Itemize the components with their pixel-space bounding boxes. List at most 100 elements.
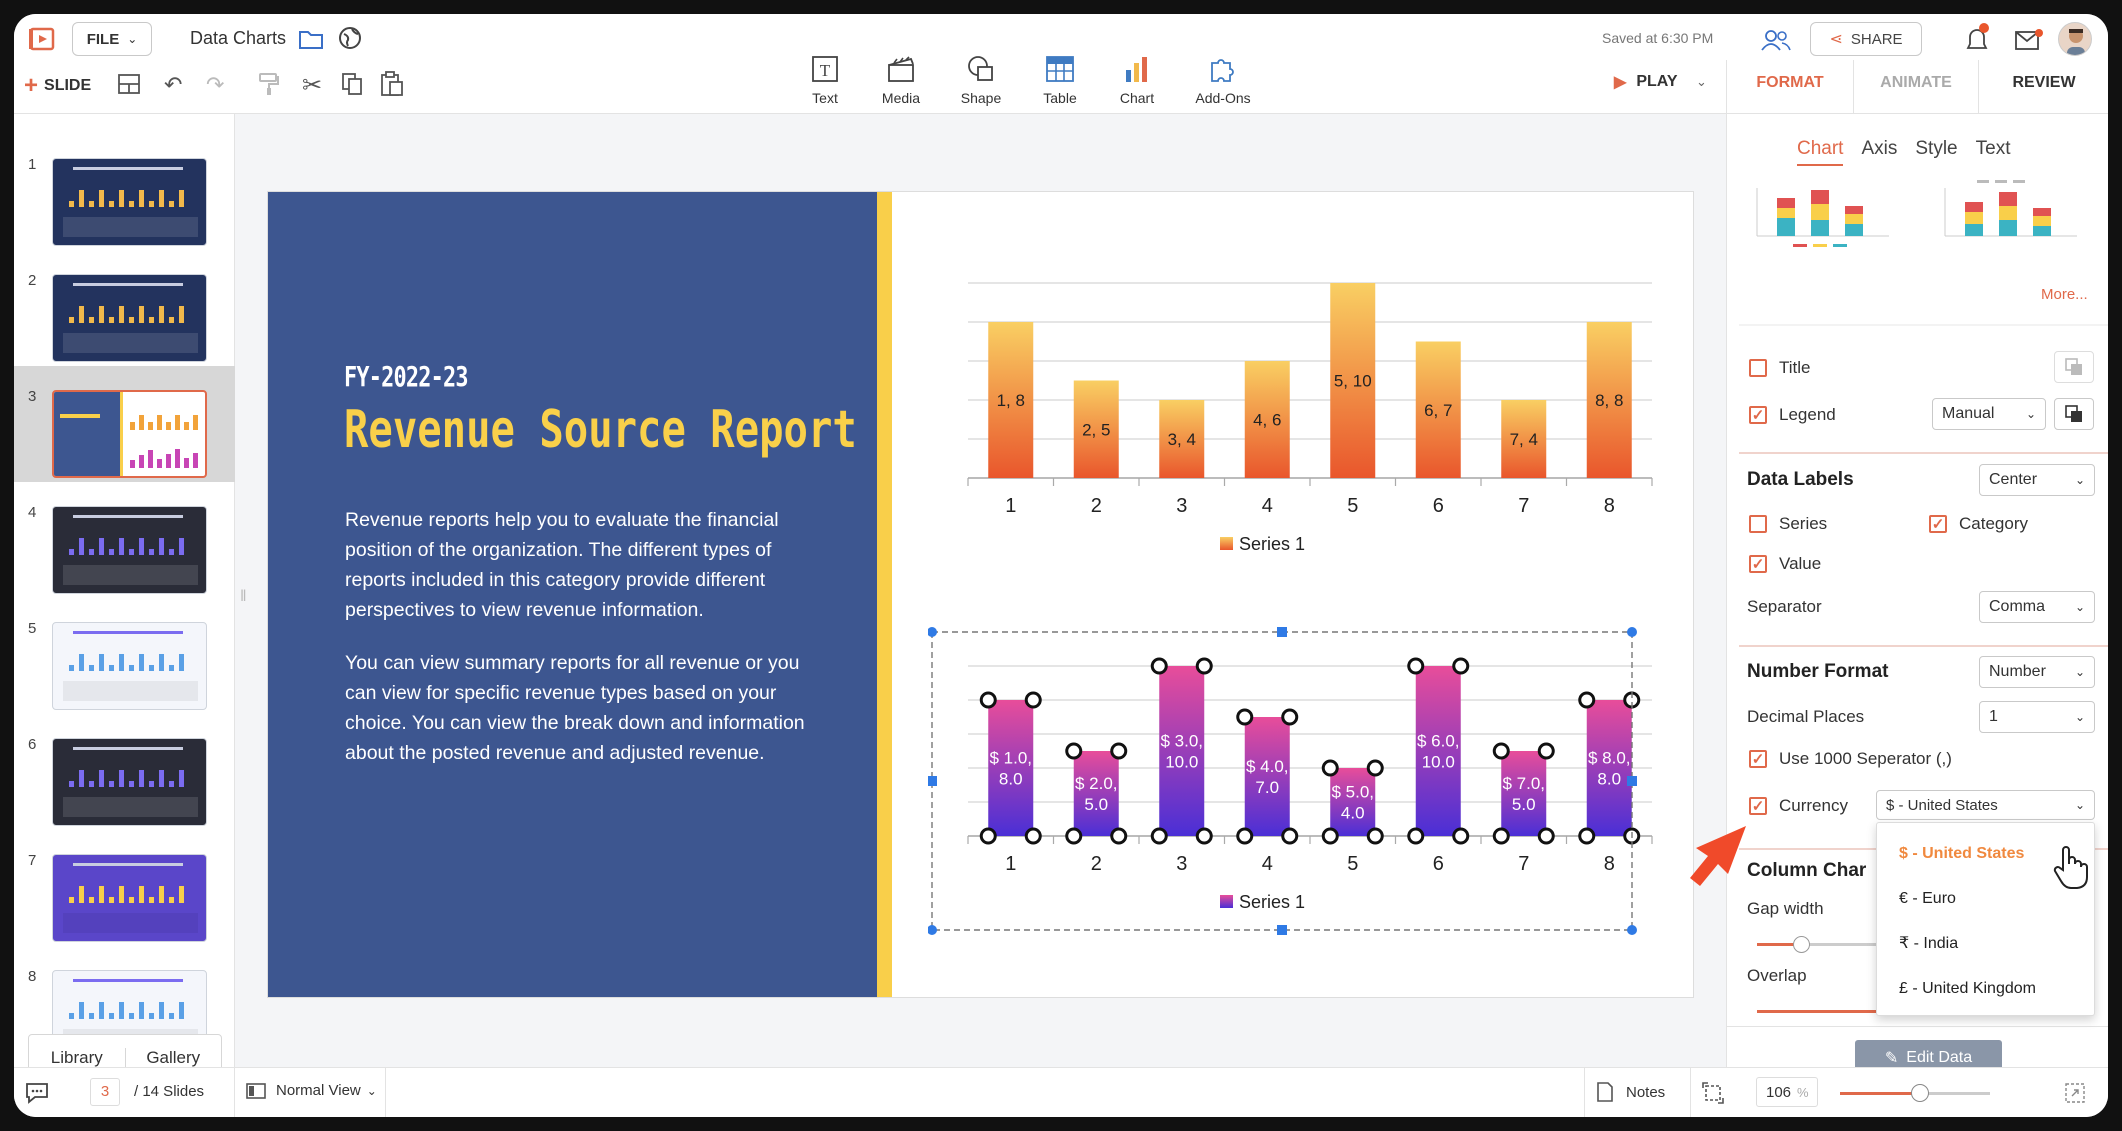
slide-canvas[interactable]: FY-2022-23 Revenue Source Report Revenue… xyxy=(267,191,1694,998)
insert-media-button[interactable]: Media xyxy=(861,54,941,106)
divider xyxy=(1739,452,2108,454)
current-slide-input[interactable]: 3 xyxy=(90,1078,120,1106)
folder-icon[interactable] xyxy=(298,28,324,55)
chart-style-preview-1[interactable] xyxy=(1749,176,1899,256)
title-checkbox[interactable] xyxy=(1749,359,1767,377)
slide-thumbnail[interactable] xyxy=(52,506,207,594)
chart-bar xyxy=(1073,751,1119,836)
x-tick-label: 5 xyxy=(1347,853,1358,875)
slide-title[interactable]: Revenue Source Report xyxy=(344,400,857,460)
undo-icon[interactable]: ↶ xyxy=(164,72,183,97)
currency-option-usd[interactable]: $ - United States xyxy=(1899,845,2025,862)
slide-thumbnail[interactable] xyxy=(52,738,207,826)
divider xyxy=(1690,1068,1691,1117)
subtab-style[interactable]: Style xyxy=(1915,138,1958,159)
slide-thumbnail[interactable] xyxy=(52,390,207,478)
series-label-option[interactable]: Series xyxy=(1749,514,1827,534)
insert-text-button[interactable]: T Text xyxy=(789,54,861,106)
tab-review[interactable]: REVIEW xyxy=(2012,74,2076,91)
number-format-select[interactable]: Number ⌄ xyxy=(1979,656,2095,688)
fullscreen-icon[interactable] xyxy=(2064,1082,2086,1109)
slide-number: 7 xyxy=(28,852,37,869)
bar-selection-handle xyxy=(1236,827,1254,845)
legend-position-select[interactable]: Manual ⌄ xyxy=(1932,398,2046,430)
value-label-option[interactable]: ✓ Value xyxy=(1749,554,1821,574)
slide-paragraph-1[interactable]: Revenue reports help you to evaluate the… xyxy=(345,509,779,621)
panel-resize-handle[interactable]: ‖ xyxy=(240,588,247,605)
gallery-tab[interactable]: Gallery xyxy=(146,1048,201,1067)
decimal-places-select[interactable]: 1 ⌄ xyxy=(1979,701,2095,733)
zoom-slider-handle[interactable] xyxy=(1910,1084,1929,1102)
data-labels-position-select[interactable]: Center ⌄ xyxy=(1979,464,2095,496)
use-1000-separator-checkbox[interactable]: ✓ xyxy=(1749,750,1767,768)
copy-icon[interactable] xyxy=(341,72,363,101)
legend-position-value: Manual xyxy=(1942,405,1995,422)
slide-fiscal-year[interactable]: FY-2022-23 xyxy=(344,360,468,393)
chart-style-preview-2[interactable] xyxy=(1937,176,2087,256)
insert-chart-button[interactable]: Chart xyxy=(1099,54,1175,106)
add-slide-button[interactable]: + SLIDE xyxy=(24,72,91,100)
slide-paragraph-2[interactable]: You can view summary reports for all rev… xyxy=(345,652,805,764)
file-menu-label: FILE xyxy=(86,30,120,48)
slide-thumbnail[interactable] xyxy=(52,274,207,362)
legend-style-button[interactable] xyxy=(2054,398,2094,430)
more-styles-link[interactable]: More... xyxy=(2041,286,2088,303)
top-bar-chart[interactable]: 1, 8 1 2, 5 2 3, 4 3 4, 6 4 5, 10 5 6, 7 6 7, 4 7 8, 8… xyxy=(928,262,1668,582)
currency-option-inr[interactable]: ₹ - India xyxy=(1899,935,1959,952)
layout-icon[interactable] xyxy=(118,74,140,99)
slide-thumbnail[interactable] xyxy=(52,854,207,942)
divider xyxy=(385,1068,386,1117)
notes-button[interactable]: Notes xyxy=(1596,1081,1665,1103)
mail-icon[interactable] xyxy=(2014,28,2044,57)
bar-selection-handle xyxy=(1321,759,1339,777)
globe-icon[interactable] xyxy=(338,26,362,55)
currency-option-euro[interactable]: € - Euro xyxy=(1899,890,1956,907)
redo-icon[interactable]: ↷ xyxy=(206,72,225,97)
slide-thumbnail[interactable] xyxy=(52,158,207,246)
gap-width-slider[interactable] xyxy=(1757,943,1877,946)
bottom-bar-chart[interactable]: $ 1.0, 8.0 1 $ 2.0, 5.0 2 $ 3.0, 10.0 3 $ 4.0, 7.0… xyxy=(928,622,1668,952)
notifications-icon[interactable] xyxy=(1962,22,1994,59)
play-button[interactable]: ▶ PLAY xyxy=(1614,72,1678,92)
fit-to-screen-icon[interactable] xyxy=(1702,1082,1724,1109)
insert-table-button[interactable]: Table xyxy=(1021,54,1099,106)
title-style-button[interactable] xyxy=(2054,351,2094,383)
overlap-slider[interactable] xyxy=(1757,1010,1877,1013)
cut-icon[interactable]: ✂ xyxy=(302,72,323,99)
collaborators-icon[interactable] xyxy=(1760,28,1792,57)
format-painter-icon[interactable] xyxy=(258,72,280,101)
app-logo-icon[interactable] xyxy=(28,26,58,52)
avatar[interactable] xyxy=(2058,22,2092,56)
zoom-input[interactable]: 106 % xyxy=(1756,1077,1818,1107)
series-checkbox[interactable] xyxy=(1749,515,1767,533)
gap-width-slider-handle[interactable] xyxy=(1793,936,1810,953)
currency-option[interactable]: ✓ Currency xyxy=(1749,796,1848,816)
value-checkbox[interactable]: ✓ xyxy=(1749,555,1767,573)
slide-thumbnail[interactable] xyxy=(52,622,207,710)
title-option[interactable]: Title xyxy=(1749,358,1811,378)
chat-icon[interactable] xyxy=(24,1080,50,1109)
subtab-text[interactable]: Text xyxy=(1975,138,2011,159)
view-mode-select[interactable]: Normal View ⌄ xyxy=(246,1082,377,1099)
tab-format[interactable]: FORMAT xyxy=(1756,74,1824,91)
currency-option-gbp[interactable]: £ - United Kingdom xyxy=(1899,980,2036,997)
category-label-option[interactable]: ✓ Category xyxy=(1929,514,2028,534)
library-tab[interactable]: Library xyxy=(29,1048,126,1068)
insert-shape-button[interactable]: Shape xyxy=(941,54,1021,106)
paste-icon[interactable] xyxy=(380,71,404,102)
separator-select[interactable]: Comma ⌄ xyxy=(1979,591,2095,623)
category-checkbox[interactable]: ✓ xyxy=(1929,515,1947,533)
use-1000-separator-option[interactable]: ✓ Use 1000 Seperator (,) xyxy=(1749,749,1952,769)
insert-addons-button[interactable]: Add-Ons xyxy=(1175,54,1271,106)
play-options-chevron-icon[interactable]: ⌄ xyxy=(1696,74,1707,89)
file-menu-button[interactable]: FILE ⌄ xyxy=(72,22,152,56)
share-button[interactable]: ⋖ SHARE xyxy=(1810,22,1922,56)
legend-checkbox[interactable]: ✓ xyxy=(1749,406,1767,424)
subtab-axis[interactable]: Axis xyxy=(1861,138,1898,159)
currency-select[interactable]: $ - United States ⌄ xyxy=(1876,790,2095,820)
currency-checkbox[interactable]: ✓ xyxy=(1749,797,1767,815)
document-title[interactable]: Data Charts xyxy=(190,28,287,48)
tab-animate[interactable]: ANIMATE xyxy=(1853,60,1979,114)
subtab-chart[interactable]: Chart xyxy=(1797,138,1844,166)
legend-option[interactable]: ✓ Legend xyxy=(1749,405,1836,425)
